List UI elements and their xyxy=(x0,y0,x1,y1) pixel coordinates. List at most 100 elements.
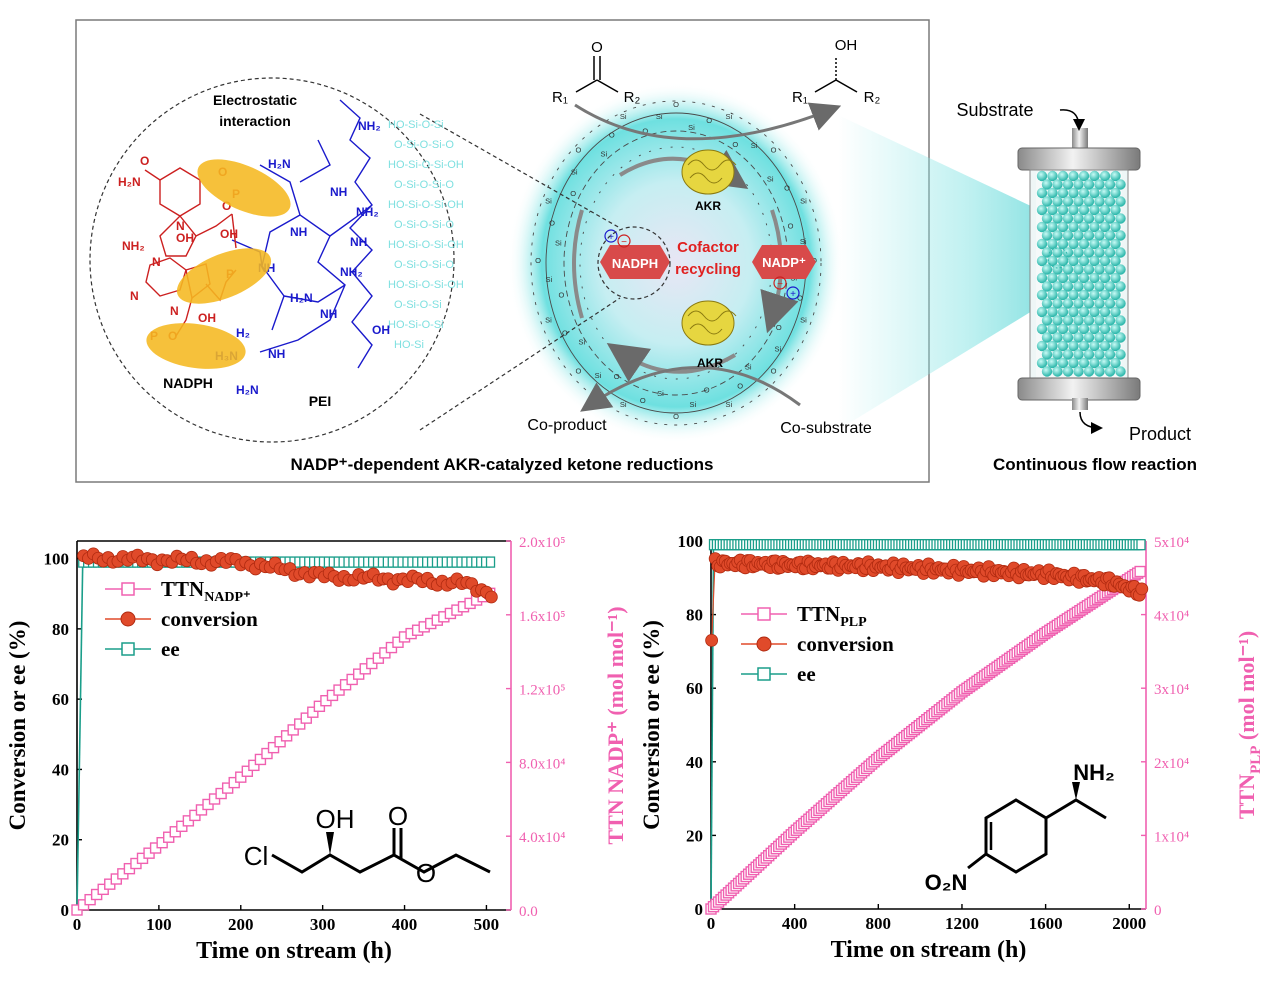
reactor-bead xyxy=(1068,187,1079,199)
legend-ee-label: ee xyxy=(161,637,180,661)
reactor-bead xyxy=(1083,332,1095,343)
reactor-bead xyxy=(1083,264,1095,275)
molecule-o: O xyxy=(388,801,408,831)
reactor-bead xyxy=(1062,213,1074,224)
x-axis-label: Time on stream (h) xyxy=(831,937,1027,963)
amine-group: NH xyxy=(350,235,367,249)
reactor-bead xyxy=(1078,221,1090,233)
y2-tick-label: 0.0 xyxy=(519,904,538,920)
reactor-bead xyxy=(1073,196,1084,207)
reactor-bead xyxy=(1062,366,1074,377)
reactor-bead xyxy=(1073,315,1084,326)
reactor-bead xyxy=(1115,179,1126,190)
silica-atom: Si xyxy=(545,316,552,325)
reactor-bead xyxy=(1073,366,1084,377)
x-tick-label: 0 xyxy=(73,915,82,934)
reactor-bead xyxy=(1078,289,1090,301)
reactor-bead xyxy=(1110,306,1121,318)
reactor-bead xyxy=(1047,204,1058,216)
reactor-bead xyxy=(1099,306,1111,318)
silica-atom: Si xyxy=(595,371,602,380)
silica-atom: Si xyxy=(545,196,552,205)
y2-tick-label: 0 xyxy=(1154,903,1162,919)
reactor-bead xyxy=(1110,170,1121,182)
reactor-bead xyxy=(1110,289,1121,301)
y-tick-label: 60 xyxy=(686,679,703,698)
reactor-bead xyxy=(1089,340,1100,352)
reactor-bead xyxy=(1078,340,1090,352)
silica-atom: O xyxy=(673,100,679,109)
reactor-bead xyxy=(1104,247,1116,258)
silica-atom: O xyxy=(784,184,790,193)
silica-row: HO-Si-O-Si xyxy=(388,119,444,131)
reactor-bead xyxy=(1094,298,1105,309)
ttn-point xyxy=(300,712,312,724)
nadph-atom: N xyxy=(176,219,185,233)
silica-atom: Si xyxy=(571,168,578,177)
series-conversion xyxy=(77,547,498,604)
legend-ttn-marker xyxy=(757,607,771,621)
reactor-bead xyxy=(1115,213,1126,224)
reactor-bead xyxy=(1083,298,1095,309)
reactor-bead xyxy=(1094,196,1105,207)
reactor-bead xyxy=(1047,221,1058,233)
reactor-bead xyxy=(1041,298,1053,309)
nadph-atom: N xyxy=(170,304,179,318)
silica-atom: Si xyxy=(725,400,732,409)
reactor-bead xyxy=(1073,264,1084,275)
reactor-bead xyxy=(1041,230,1053,241)
reactor-bead xyxy=(1104,230,1116,241)
silica-row: HO-Si-O-Si-OH xyxy=(388,159,464,171)
reactor-bead xyxy=(1083,213,1095,224)
light-beam xyxy=(838,115,1050,430)
reactor-bead xyxy=(1094,264,1105,275)
reactor-bead xyxy=(1062,332,1074,343)
amine-group: NH xyxy=(290,225,307,239)
reactor-bead xyxy=(1089,306,1100,318)
reactor-bead xyxy=(1068,340,1079,352)
reactor-bead xyxy=(1052,213,1063,224)
reactor-bead xyxy=(1110,357,1121,369)
y-tick-label: 40 xyxy=(52,760,69,779)
silica-atom: Si xyxy=(800,316,807,325)
reactor-bead xyxy=(1041,315,1053,326)
x-tick-label: 400 xyxy=(782,914,808,933)
reactor-bead xyxy=(1110,204,1121,216)
y-axis-label: Conversion or ee (%) xyxy=(5,621,30,831)
reactor-bead xyxy=(1099,357,1111,369)
reactor-bead xyxy=(1062,349,1074,360)
ttn-point xyxy=(287,724,299,736)
x-tick-label: 1600 xyxy=(1029,914,1063,933)
svg-text:+: + xyxy=(790,289,796,300)
reactor-bead xyxy=(1068,170,1079,182)
silica-atom: Si xyxy=(620,112,627,121)
y2-tick-label: 1.2x10⁵ xyxy=(519,683,565,699)
reactor-bead xyxy=(1073,230,1084,241)
reactor-bead xyxy=(1099,204,1111,216)
silica-atom: O xyxy=(609,130,615,139)
reactor-bead xyxy=(1099,221,1111,233)
reactor-bead xyxy=(1052,366,1063,377)
legend: TTNNADP⁺conversion ee xyxy=(105,577,258,661)
reactor-bead xyxy=(1099,255,1111,267)
reactor-bead xyxy=(1073,179,1084,190)
silica-atom: O xyxy=(737,382,743,391)
series-conversion xyxy=(705,552,1149,647)
cosubstrate-arrow xyxy=(580,366,801,412)
product-arrow xyxy=(1079,411,1103,434)
legend-ttn-marker xyxy=(121,582,135,596)
reactor-bead xyxy=(1083,247,1095,258)
molecule-chain xyxy=(1045,798,1107,820)
reactor-bead xyxy=(1115,349,1126,360)
silica-row: O-Si-O-Si xyxy=(394,299,442,311)
reactor-bead xyxy=(1104,213,1116,224)
reactor-bead xyxy=(1104,264,1116,275)
reactor-bead xyxy=(1052,230,1063,241)
reactor-bead xyxy=(1068,272,1079,284)
chart-nadp: 0 100 200 300 400 500 0 20 40 60 80 100 0.0 4.0x10⁴ 8.… xyxy=(5,535,628,964)
x-tick-label: 300 xyxy=(310,915,336,934)
reactor-bead xyxy=(1115,247,1126,258)
y2-tick-label: 1.6x10⁵ xyxy=(519,609,565,625)
ttn-point xyxy=(1134,565,1146,578)
reactor-bead xyxy=(1099,289,1111,301)
